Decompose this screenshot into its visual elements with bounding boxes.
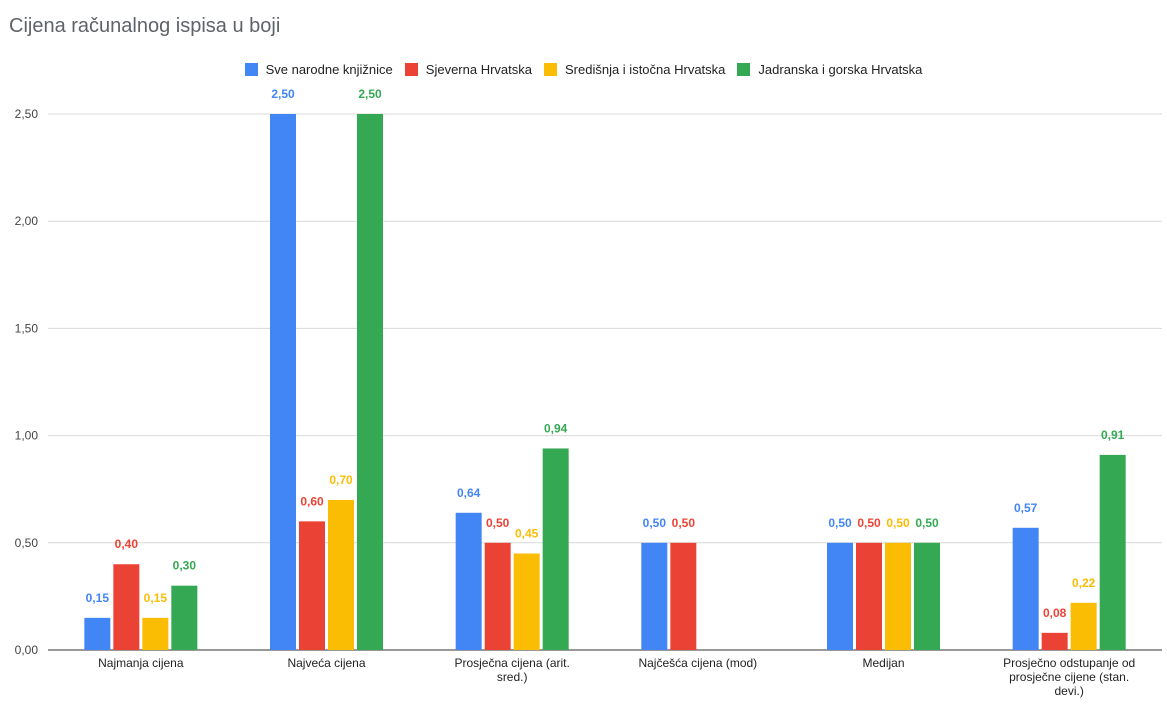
x-tick-label: devi.) [1054,684,1083,698]
data-label: 0,57 [1014,501,1038,515]
legend: Sve narodne knjižnice Sjeverna Hrvatska … [0,62,1167,77]
x-tick-label: Prosječno odstupanje od [1003,656,1135,670]
data-label: 2,50 [271,87,295,101]
x-tick-label: Najmanja cijena [98,656,184,670]
y-tick-label: 2,00 [15,214,39,228]
legend-label-series-1: Sve narodne knjižnice [265,62,393,77]
bar [856,542,882,650]
data-label: 0,50 [857,516,881,530]
data-label: 0,22 [1072,576,1096,590]
legend-item-series-3[interactable]: Središnja i istočna Hrvatska [544,62,725,77]
bar [357,114,383,650]
bar [1099,454,1126,650]
data-label: 0,50 [828,516,852,530]
bar [542,448,569,650]
data-label: 0,60 [300,494,324,508]
data-label: 0,50 [915,516,939,530]
x-tick-label: Medijan [862,656,904,670]
data-label: 0,94 [544,421,568,435]
data-label: 2,50 [358,87,382,101]
bar [885,542,911,650]
data-label: 0,50 [486,516,510,530]
data-label: 0,50 [672,516,696,530]
x-tick-label: prosječne cijene (stan. [1009,670,1129,684]
x-tick-label: Prosječna cijena (arit. [454,656,569,670]
bar [1041,632,1068,650]
data-label: 0,91 [1101,428,1125,442]
data-label: 0,15 [86,591,110,605]
x-tick-label: Najčešća cijena (mod) [638,656,757,670]
legend-swatch-series-3 [544,63,557,76]
y-tick-label: 1,00 [15,429,39,443]
data-label: 0,50 [886,516,910,530]
data-label: 0,64 [457,486,481,500]
legend-label-series-2: Sjeverna Hrvatska [425,62,532,77]
bar [84,617,111,650]
bar [641,542,668,650]
bar [827,542,853,650]
legend-label-series-4: Jadranska i gorska Hrvatska [758,62,923,77]
legend-swatch-series-1 [244,63,258,76]
bar [113,564,140,650]
chart-title: Cijena računalnog ispisa u boji [9,15,281,37]
data-label: 0,30 [173,559,197,573]
bar [328,499,354,650]
x-tick-label: Najveća cijena [287,656,365,670]
legend-swatch-series-2 [404,63,418,76]
data-label: 0,08 [1043,606,1067,620]
legend-item-series-2[interactable]: Sjeverna Hrvatska [404,62,532,77]
legend-item-series-1[interactable]: Sve narodne knjižnice [244,62,393,77]
bar [455,512,482,650]
bar [299,521,325,650]
bar [670,542,697,650]
bar [171,585,198,650]
legend-item-series-4[interactable]: Jadranska i gorska Hrvatska [737,62,922,77]
y-tick-label: 1,50 [15,321,39,335]
y-tick-label: 2,50 [15,107,39,121]
data-label: 0,40 [115,537,139,551]
bar [270,114,296,650]
data-label: 0,50 [643,516,667,530]
legend-label-series-3: Središnja i istočna Hrvatska [565,62,726,77]
data-label: 0,15 [144,591,168,605]
y-tick-label: 0,50 [15,536,39,550]
bar [513,553,540,650]
bar [484,542,511,650]
data-label: 0,70 [329,473,353,487]
bar [142,617,169,650]
y-tick-label: 0,00 [15,643,39,657]
bar [1070,602,1097,650]
bar [1012,527,1039,650]
data-label: 0,45 [515,527,539,541]
x-tick-label: sred.) [497,670,528,684]
legend-swatch-series-4 [737,63,751,76]
bar [914,542,940,650]
